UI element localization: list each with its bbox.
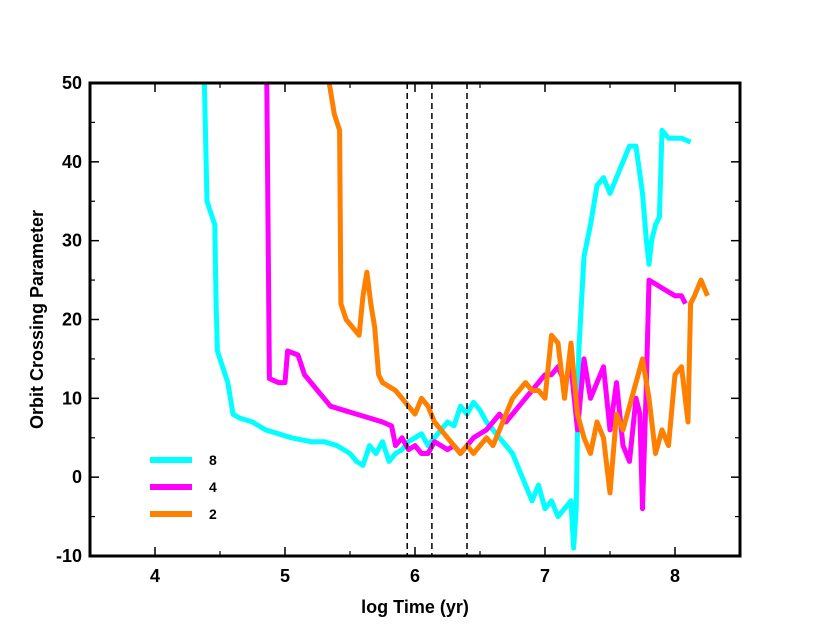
series-line-4 — [264, 83, 688, 512]
legend-label-2: 2 — [209, 506, 217, 522]
x-tick-label: 5 — [280, 566, 290, 586]
x-tick-label: 8 — [670, 566, 680, 586]
x-tick-label: 7 — [540, 566, 550, 586]
series-line-2 — [326, 83, 710, 496]
y-tick-label: 20 — [62, 310, 82, 330]
legend-label-4: 4 — [209, 479, 217, 495]
series-layer — [201, 83, 710, 551]
vertical-reference-lines — [406, 83, 468, 556]
y-tick-label: 30 — [62, 231, 82, 251]
y-tick-label: 40 — [62, 152, 82, 172]
legend: 8 4 2 — [150, 452, 217, 522]
x-tick-label: 4 — [150, 566, 160, 586]
x-tick-label: 6 — [410, 566, 420, 586]
y-axis-title: Orbit Crossing Parameter — [27, 210, 47, 429]
tick-labels: 4 5 6 7 8 -10 0 10 20 30 40 50 — [56, 73, 680, 586]
series-line-8 — [201, 83, 692, 551]
y-tick-label: 50 — [62, 73, 82, 93]
legend-label-8: 8 — [209, 452, 217, 468]
y-tick-label: -10 — [56, 546, 82, 566]
y-tick-label: 10 — [62, 388, 82, 408]
axis-ticks — [89, 82, 741, 557]
x-axis-title: log Time (yr) — [361, 597, 469, 617]
y-tick-label: 0 — [72, 467, 82, 487]
